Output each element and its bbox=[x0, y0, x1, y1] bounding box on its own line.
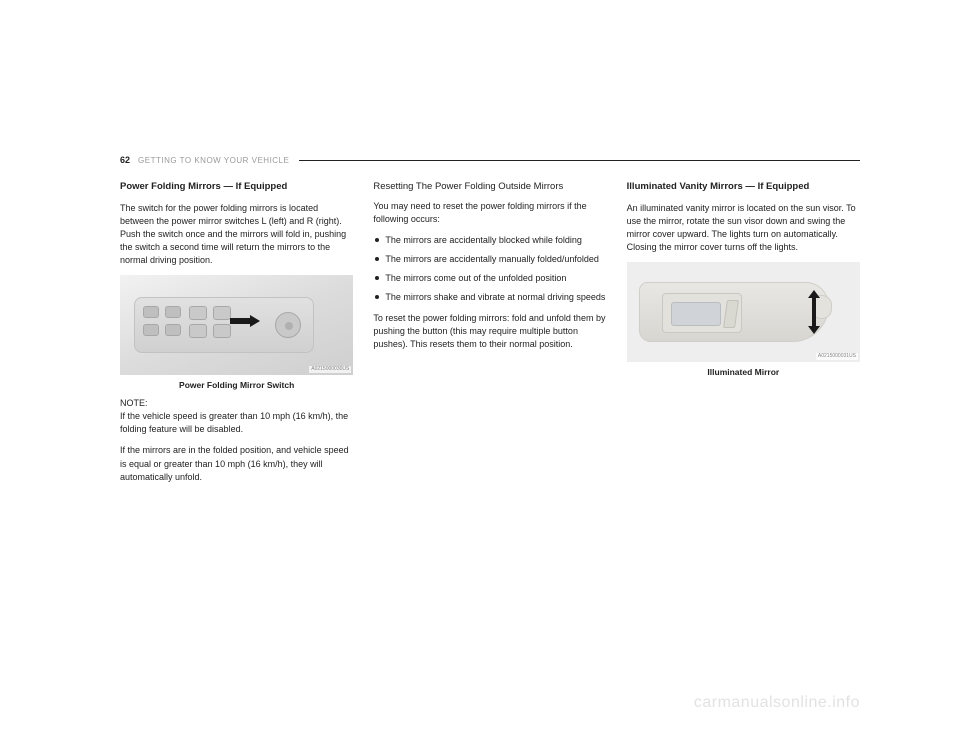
header-rule bbox=[299, 160, 860, 161]
figure-id: A0215000030US bbox=[309, 366, 351, 373]
content-columns: Power Folding Mirrors — If Equipped The … bbox=[120, 180, 860, 492]
window-switch-icon bbox=[189, 324, 207, 338]
aux-button-icon bbox=[165, 324, 181, 336]
mirror-glass-icon bbox=[671, 302, 721, 326]
note-label: NOTE: bbox=[120, 397, 353, 410]
list-item: The mirrors are accidentally manually fo… bbox=[373, 253, 606, 266]
column-3: Illuminated Vanity Mirrors — If Equipped… bbox=[627, 180, 860, 492]
section-title: GETTING TO KNOW YOUR VEHICLE bbox=[138, 156, 289, 165]
column-2: Resetting The Power Folding Outside Mirr… bbox=[373, 180, 606, 492]
col1-heading: Power Folding Mirrors — If Equipped bbox=[120, 180, 353, 194]
window-switch-icon bbox=[189, 306, 207, 320]
unlock-button-icon bbox=[143, 324, 159, 336]
col1-para1: The switch for the power folding mirrors… bbox=[120, 202, 353, 267]
aux-button-icon bbox=[165, 306, 181, 318]
col2-para2: To reset the power folding mirrors: fold… bbox=[373, 312, 606, 351]
figure-power-folding-switch: A0215000030US Power Folding Mirror Switc… bbox=[120, 275, 353, 391]
watermark: carmanualsonline.info bbox=[694, 694, 860, 712]
col1-note1: If the vehicle speed is greater than 10 … bbox=[120, 410, 353, 436]
col3-para1: An illuminated vanity mirror is located … bbox=[627, 202, 860, 254]
list-item: The mirrors shake and vibrate at normal … bbox=[373, 291, 606, 304]
window-switch-icon bbox=[213, 306, 231, 320]
list-item: The mirrors are accidentally blocked whi… bbox=[373, 234, 606, 247]
mirror-lid-icon bbox=[723, 300, 739, 328]
col1-note2: If the mirrors are in the folded positio… bbox=[120, 444, 353, 483]
switch-recess bbox=[134, 297, 314, 353]
arrow-right-icon bbox=[230, 315, 260, 327]
figure-id: A0215000031US bbox=[816, 353, 858, 360]
column-1: Power Folding Mirrors — If Equipped The … bbox=[120, 180, 353, 492]
col3-heading: Illuminated Vanity Mirrors — If Equipped bbox=[627, 180, 860, 194]
col2-para1: You may need to reset the power folding … bbox=[373, 200, 606, 226]
col2-bullet-list: The mirrors are accidentally blocked whi… bbox=[373, 234, 606, 304]
manual-page: 62 GETTING TO KNOW YOUR VEHICLE Power Fo… bbox=[0, 0, 960, 742]
figure-frame: A0215000031US bbox=[627, 262, 860, 362]
door-panel-illustration bbox=[120, 275, 353, 375]
figure-illuminated-mirror: A0215000031US Illuminated Mirror bbox=[627, 262, 860, 378]
visor-illustration bbox=[627, 262, 860, 362]
figure-frame: A0215000030US bbox=[120, 275, 353, 375]
sun-visor-icon bbox=[639, 282, 829, 342]
page-number: 62 bbox=[120, 155, 130, 165]
page-header: 62 GETTING TO KNOW YOUR VEHICLE bbox=[120, 155, 860, 165]
mirror-control-icon bbox=[275, 312, 301, 338]
lock-button-icon bbox=[143, 306, 159, 318]
arrow-up-down-icon bbox=[808, 290, 820, 334]
mirror-cover-icon bbox=[662, 293, 742, 333]
window-switch-icon bbox=[213, 324, 231, 338]
figure-caption: Power Folding Mirror Switch bbox=[120, 379, 353, 391]
list-item: The mirrors come out of the unfolded pos… bbox=[373, 272, 606, 285]
col2-heading: Resetting The Power Folding Outside Mirr… bbox=[373, 180, 606, 194]
figure-caption: Illuminated Mirror bbox=[627, 366, 860, 378]
